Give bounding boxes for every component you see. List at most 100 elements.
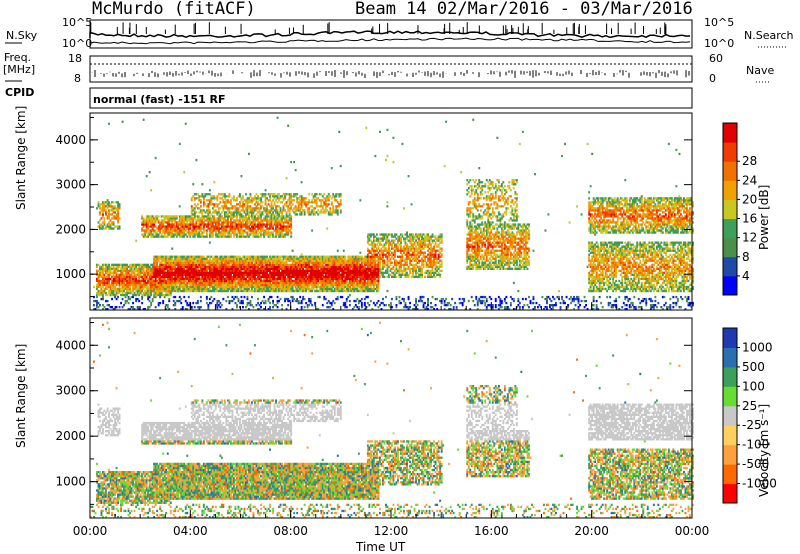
heatmap-cell: [147, 225, 150, 228]
heatmap-cell: [193, 229, 196, 232]
heatmap-cell: [106, 267, 109, 270]
heatmap-cell: [102, 273, 104, 276]
heatmap-cell: [293, 199, 296, 202]
heatmap-cell: [223, 215, 226, 218]
heatmap-cell: [99, 207, 101, 210]
heatmap-cell: [214, 231, 217, 234]
heatmap-cell: [214, 209, 217, 212]
heatmap-cell: [114, 267, 116, 270]
heatmap-cell: [237, 223, 240, 226]
heatmap-cell: [190, 265, 193, 268]
heatmap-cell: [144, 273, 147, 276]
heatmap-cell: [204, 211, 207, 214]
heatmap-cell: [208, 275, 211, 278]
heatmap-cell: [115, 306, 118, 309]
heatmap-cell: [254, 203, 256, 206]
heatmap-cell: [233, 211, 235, 214]
heatmap-cell: [217, 211, 220, 214]
heatmap-cell: [169, 225, 172, 228]
heatmap-cell: [228, 209, 231, 212]
heatmap-cell: [205, 273, 208, 276]
heatmap-cell: [202, 215, 205, 218]
heatmap-cell: [211, 285, 214, 289]
heatmap-cell: [115, 225, 118, 228]
heatmap-cell: [214, 211, 217, 214]
heatmap-cell: [300, 299, 303, 303]
heatmap-cell: [153, 265, 156, 268]
heatmap-cell: [112, 291, 115, 295]
heatmap-cell: [144, 279, 147, 283]
heatmap-cell: [168, 255, 171, 258]
heatmap-cell: [308, 304, 311, 307]
heatmap-cell: [175, 275, 178, 278]
heatmap-cell: [234, 271, 237, 274]
heatmap-cell: [166, 277, 169, 281]
heatmap-cell: [227, 273, 229, 276]
heatmap-cell: [127, 265, 130, 268]
heatmap-cell: [96, 304, 98, 307]
heatmap-cell: [178, 142, 181, 146]
heatmap-cell: [157, 229, 160, 232]
heatmap-cell: [228, 299, 231, 303]
heatmap-cell: [228, 267, 231, 270]
heatmap-cell: [154, 275, 157, 278]
heatmap-cell: [195, 225, 198, 228]
heatmap-cell: [198, 259, 201, 262]
heatmap-cell: [153, 289, 156, 293]
heatmap-cell: [121, 297, 124, 301]
heatmap-cell: [183, 279, 186, 283]
heatmap-cell: [219, 285, 222, 289]
heatmap-cell: [299, 295, 302, 299]
heatmap-cell: [102, 281, 104, 285]
heatmap-cell: [216, 301, 219, 305]
heatmap-cell: [150, 231, 153, 234]
heatmap-cell: [139, 281, 142, 285]
heatmap-cell: [237, 279, 240, 283]
nsearch-line: [89, 37, 691, 45]
heatmap-cell: [202, 235, 205, 238]
heatmap-cell: [169, 263, 172, 266]
heatmap-cell: [211, 203, 214, 206]
heatmap-cell: [199, 227, 202, 230]
heatmap-cell: [236, 265, 238, 268]
heatmap-cell: [245, 193, 247, 196]
heatmap-cell: [150, 277, 153, 281]
heatmap-cell: [144, 235, 147, 238]
heatmap-cell: [166, 217, 169, 220]
heatmap-cell: [127, 279, 130, 283]
heatmap-cell: [211, 197, 214, 200]
heatmap-cell: [245, 215, 247, 218]
heatmap-cell: [126, 265, 128, 268]
heatmap-cell: [333, 197, 336, 200]
heatmap-cell: [171, 257, 174, 260]
heatmap-cell: [210, 219, 213, 222]
heatmap-cell: [339, 211, 342, 214]
heatmap-cell: [169, 265, 172, 268]
heatmap-cell: [99, 285, 101, 289]
heatmap-cell: [123, 265, 125, 268]
heatmap-cell: [207, 265, 210, 268]
heatmap-cell: [126, 263, 128, 266]
heatmap-cell: [145, 293, 148, 297]
heatmap-cell: [233, 279, 235, 283]
heatmap-cell: [219, 219, 222, 222]
heatmap-cell: [269, 301, 271, 305]
heatmap-cell: [178, 265, 181, 268]
heatmap-cell: [133, 267, 136, 270]
heatmap-cell: [108, 283, 110, 287]
heatmap-cell: [168, 277, 171, 281]
heatmap-cell: [199, 269, 202, 272]
heatmap-cell: [183, 263, 186, 266]
heatmap-cell: [199, 283, 202, 287]
heatmap-cell: [157, 265, 160, 268]
heatmap-cell: [315, 199, 318, 202]
heatmap-cell: [148, 306, 151, 309]
heatmap-cell: [345, 306, 348, 309]
heatmap-cell: [163, 227, 166, 230]
heatmap-cell: [105, 277, 107, 281]
heatmap-cell: [154, 221, 157, 224]
heatmap-cell: [189, 285, 192, 289]
heatmap-cell: [115, 289, 118, 293]
heatmap-cell: [106, 287, 109, 291]
heatmap-cell: [254, 227, 256, 230]
